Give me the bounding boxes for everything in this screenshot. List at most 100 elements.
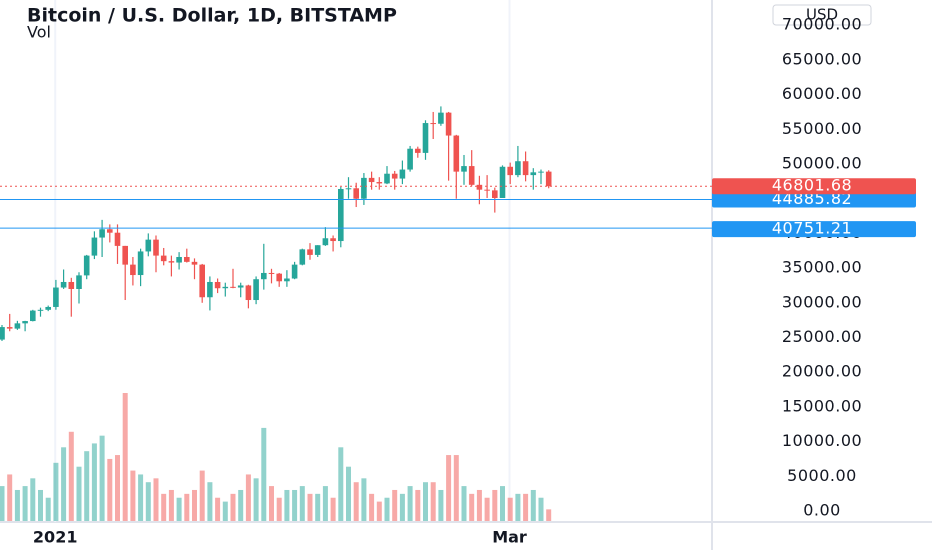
- candle-body: [476, 184, 483, 190]
- volume-bar: [330, 497, 336, 521]
- candle-body: [422, 123, 429, 153]
- currency-button[interactable]: [772, 4, 872, 26]
- candle-body: [492, 190, 498, 199]
- volume-bar: [292, 489, 298, 521]
- candle-body: [53, 287, 59, 307]
- volume-bar: [61, 447, 67, 521]
- volume-bar: [207, 482, 213, 521]
- y-tick-label: 50000.00: [782, 154, 862, 173]
- candle-body: [407, 148, 413, 170]
- volume-bar: [199, 470, 205, 521]
- volume-bar: [307, 493, 313, 521]
- candle-body: [361, 177, 367, 199]
- volume-bar: [430, 482, 436, 521]
- candle-body: [83, 255, 90, 276]
- currency-label[interactable]: USD: [806, 6, 838, 24]
- price-label-box: [712, 191, 916, 208]
- y-tick-label: 15000.00: [782, 396, 862, 415]
- volume-bar: [500, 486, 505, 521]
- candle-body: [114, 232, 121, 246]
- candle-body: [522, 161, 529, 176]
- volume-bar: [184, 493, 190, 521]
- volume-bar: [176, 497, 182, 521]
- volume-bar: [84, 451, 90, 521]
- candle-body: [468, 166, 475, 185]
- candle-body: [391, 173, 398, 179]
- volume-bar: [346, 466, 351, 521]
- volume-bar: [91, 443, 97, 521]
- candle-body: [314, 245, 321, 255]
- volume-bar: [99, 435, 105, 521]
- volume-bar: [469, 493, 475, 521]
- volume-bar: [14, 489, 20, 521]
- candle-body: [14, 323, 21, 329]
- volume-bar: [145, 482, 151, 521]
- volume-label: Vol: [27, 23, 51, 42]
- volume-bar: [222, 501, 228, 521]
- volume-bar: [276, 497, 282, 521]
- volume-bar: [453, 455, 459, 521]
- volume-bar: [122, 393, 128, 521]
- volume-bar: [353, 482, 359, 521]
- candle-body: [145, 239, 152, 252]
- volume-bar: [546, 509, 552, 521]
- candle-body: [538, 171, 544, 173]
- y-tick-label: 20000.00: [782, 362, 862, 381]
- volume-bar: [76, 466, 82, 521]
- candle-body: [122, 245, 128, 265]
- volume-bar: [215, 497, 221, 521]
- candle-body: [453, 135, 460, 172]
- volume-bar: [192, 489, 197, 521]
- volume-bar: [68, 431, 74, 521]
- candle-body: [176, 256, 182, 263]
- candle-body: [484, 189, 490, 191]
- last-price-box: [712, 178, 916, 195]
- chart-title: Bitcoin / U.S. Dollar, 1D, BITSTAMP: [27, 5, 397, 27]
- candle-body: [22, 321, 28, 324]
- candle-body: [37, 309, 44, 311]
- candle-body: [261, 272, 267, 280]
- volume-bar: [153, 478, 159, 521]
- candle-body: [160, 255, 167, 262]
- volume-bar: [45, 497, 51, 521]
- candle-body: [384, 173, 390, 184]
- candle-body: [91, 237, 98, 256]
- candle-body: [168, 261, 175, 263]
- volume-bar: [415, 489, 421, 521]
- volume-bar: [168, 489, 174, 521]
- volume-bar: [107, 458, 113, 521]
- volume-bar: [161, 493, 167, 521]
- volume-bar: [484, 497, 490, 521]
- volume-bar: [461, 486, 467, 521]
- price-label-box: [712, 221, 916, 238]
- candle-body: [430, 123, 436, 125]
- volume-bar: [115, 455, 120, 521]
- candle-body: [130, 264, 136, 276]
- volume-bar: [245, 474, 251, 521]
- volume-bar: [299, 486, 305, 521]
- candle-body: [545, 171, 552, 187]
- y-tick-label: 0.00: [803, 501, 841, 520]
- candle-body: [191, 261, 198, 265]
- volume-bar: [284, 489, 290, 521]
- volume-bar: [476, 489, 482, 521]
- candle-body: [499, 166, 506, 199]
- volume-bar: [399, 493, 405, 521]
- volume-bar: [407, 486, 413, 521]
- candle-body: [507, 166, 513, 176]
- candle-body: [330, 238, 336, 242]
- candle-body: [184, 256, 190, 262]
- candle-body: [345, 188, 352, 190]
- volume-bar: [315, 493, 321, 521]
- candle-body: [76, 275, 82, 289]
- candle-body: [515, 161, 521, 176]
- candle-body: [268, 272, 275, 274]
- volume-bar: [446, 455, 452, 521]
- volume-bar: [269, 486, 274, 521]
- candle-body: [0, 327, 5, 340]
- volume-bar: [392, 489, 398, 521]
- candle-body: [6, 327, 13, 329]
- candle-body: [438, 112, 444, 124]
- candle-body: [99, 229, 105, 238]
